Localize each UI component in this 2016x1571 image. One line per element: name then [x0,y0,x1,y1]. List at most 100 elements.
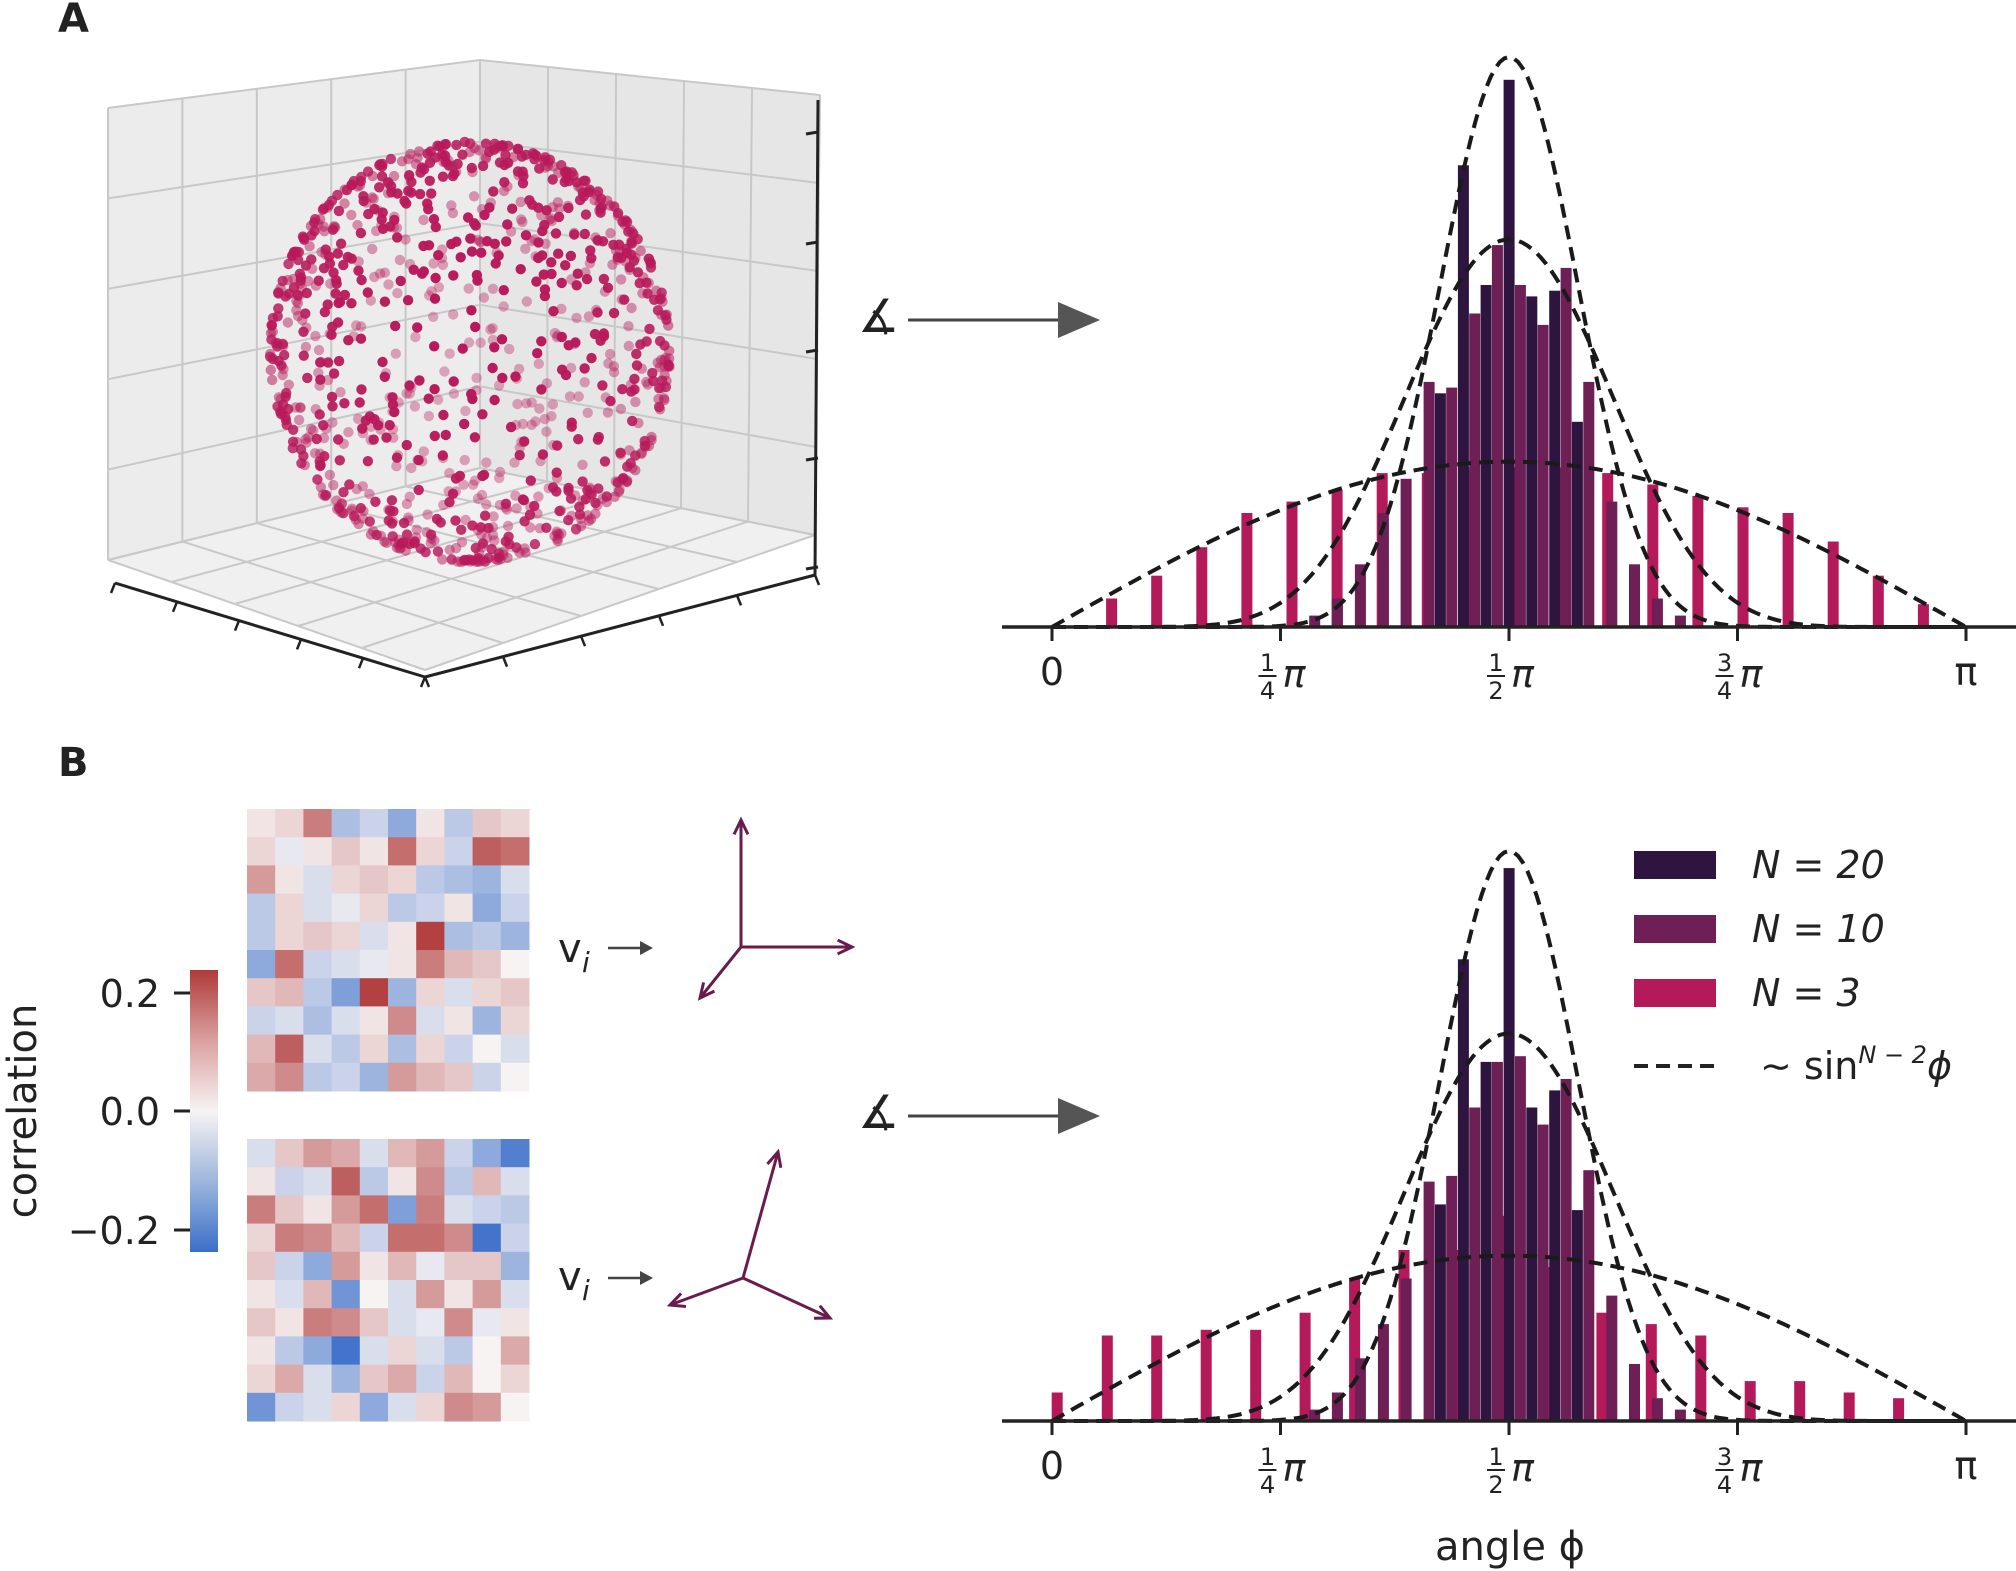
heatmap-cell [444,1034,474,1064]
scatter-point [534,403,545,414]
scatter-point [281,387,292,399]
histogram-bar [1423,381,1435,627]
legend-swatch [1634,851,1716,879]
heatmap-cell [416,1336,445,1366]
scatter-point [293,254,304,266]
histogram-bar [1794,1381,1806,1421]
scatter-point [374,268,386,279]
scatter-point [293,414,305,426]
scatter-point [552,535,563,547]
scatter-point [476,489,488,501]
histogram-bar [1331,490,1343,627]
x-tick-label-numerator: 1 [1260,1443,1275,1471]
scatter-point [459,418,470,430]
scatter-point [603,358,614,369]
scatter-point [415,167,426,178]
scatter-point [273,303,284,314]
scatter-point [447,488,459,499]
x-tick-label: π [1955,650,1978,694]
scatter-point [440,429,451,441]
scatter-point [574,501,585,512]
histogram-bar [1200,1329,1212,1421]
scatter-point [431,513,443,525]
scatter-point [554,505,565,517]
scatter-point [383,279,394,290]
scatter-point [333,355,345,367]
heatmap-cell [275,809,304,838]
scatter-point [608,361,620,372]
scatter-point [537,449,549,460]
scatter-point [280,411,291,423]
scatter-point [377,356,388,368]
histogram-bar [1737,507,1749,627]
heatmap-cell [275,1034,304,1064]
histogram-bar [1503,868,1515,1421]
histogram-bar [1286,501,1298,627]
histogram-bar [1434,1204,1446,1421]
scatter-point [500,498,512,509]
scatter-point [596,193,607,205]
scatter-point [456,524,467,535]
scatter-point [592,235,604,246]
heatmap-cell [275,1006,304,1036]
heatmap-cell [247,1392,276,1422]
scatter-point [500,149,511,161]
grid-line [680,80,685,509]
heatmap-cell [303,1167,333,1196]
heatmap-cell [472,1195,502,1225]
scatter-point [303,432,314,443]
scatter-point [598,273,610,285]
heatmap-cell [247,865,276,895]
scatter-point [512,398,523,410]
scatter-point [536,384,547,395]
scatter-point [547,482,559,493]
x-tick-label: 0 [1040,650,1064,694]
scatter-point [483,552,494,564]
heatmap-cell [331,978,361,1007]
heatmap-cell [500,1364,530,1394]
scatter-point [404,388,415,399]
x-tick-label: π [1955,1444,1978,1488]
vector-label-subscript: i [582,1274,590,1307]
axis-line [813,99,820,576]
scatter-point [422,509,433,520]
scatter-point [537,225,548,237]
scatter-point [400,234,411,245]
scatter-point [265,364,276,376]
scatter-point [333,434,344,445]
sphere-scatter-points [264,136,675,568]
scatter-point [529,539,541,550]
heatmap-cell [500,1139,530,1168]
histogram-bar [1469,1107,1481,1421]
scatter-point [454,470,466,482]
scatter-point [577,476,588,487]
histogram-bar [1480,1061,1492,1421]
scatter-point [353,265,364,276]
scatter-point [451,542,462,554]
histogram-bar [1674,615,1686,627]
heatmap-cell [472,978,502,1007]
scatter-point [364,488,375,500]
heatmap-cell [500,1308,530,1337]
scatter-point [571,312,582,324]
heatmap-cell [416,1167,445,1196]
scatter-point [376,214,387,225]
heatmap-cell [275,1167,304,1196]
grid-line [171,480,548,583]
grid-line [107,303,481,381]
legend-label: N = 10 [1752,907,1885,951]
histogram-bar [1469,313,1481,627]
scatter-point [409,536,420,547]
heatmap-cell [500,1251,530,1281]
histogram-bar [1503,79,1515,628]
scatter-point [404,380,415,391]
heatmap-cell [331,1167,361,1196]
scatter-point [448,309,459,320]
scatter-point [295,444,307,455]
scatter-point [472,275,483,286]
scatter-point [512,143,524,154]
axis-tick [233,620,241,632]
arrow-head-icon [640,941,653,955]
x-tick-label-numerator: 1 [1488,649,1503,677]
scatter-point [635,245,646,257]
